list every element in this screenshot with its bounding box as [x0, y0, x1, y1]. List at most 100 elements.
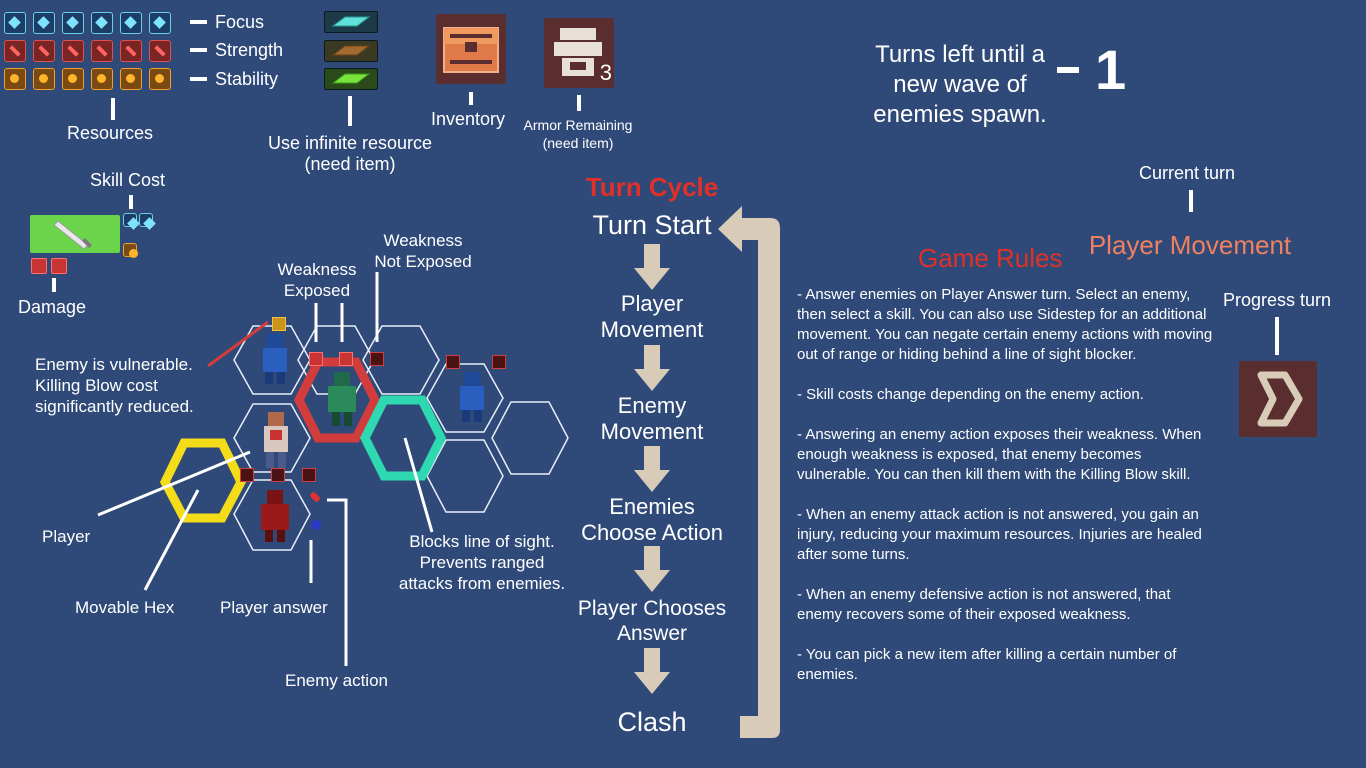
player-answer-label: Player answer	[220, 598, 328, 617]
cycle-step-clash: Clash	[617, 707, 687, 737]
armor-display: 3	[544, 18, 614, 88]
player-answer-icon[interactable]	[311, 520, 321, 530]
weakness-exposed-label-2: Exposed	[283, 281, 351, 300]
cycle-step-enemies-choose: Enemies Choose Action	[581, 494, 723, 545]
infinite-caption-2: (need item)	[304, 154, 396, 174]
blocks-label-1: Blocks line of sight.	[409, 532, 555, 551]
vulnerable-marker-icon	[272, 317, 286, 331]
cycle-step-player-movement: Player Movement	[600, 291, 704, 342]
strength-icon	[4, 40, 26, 62]
progress-turn-label: Progress turn	[1222, 290, 1332, 310]
hex-cell	[362, 325, 440, 395]
inventory-caption: Inventory	[431, 109, 506, 129]
blocks-label-3: attacks from enemies.	[398, 574, 566, 593]
weakness-hidden-icon	[446, 355, 460, 369]
stability-icon	[62, 68, 84, 90]
cycle-step-enemy-movement: Enemy Movement	[600, 393, 704, 444]
strength-icon	[120, 40, 142, 62]
down-arrow-icon	[634, 648, 670, 694]
focus-connector	[190, 20, 207, 24]
wave-text-1: Turns left until a	[875, 41, 1045, 68]
blocks-label-2: Prevents ranged	[419, 553, 545, 572]
strength-icon	[33, 40, 55, 62]
vulnerable-label-1: Enemy is vulnerable.	[35, 355, 193, 374]
infinite-strength-icon	[331, 45, 371, 56]
enemy-unit[interactable]	[255, 486, 295, 544]
infinite-strength-button[interactable]	[324, 40, 378, 62]
weakness-hidden-icon	[240, 468, 254, 482]
inventory-button[interactable]	[436, 14, 506, 84]
enemy-unit[interactable]	[452, 368, 492, 424]
focus-icon	[120, 12, 142, 34]
infinite-focus-button[interactable]	[324, 11, 378, 33]
weakness-hidden-icon	[271, 468, 285, 482]
weakness-hidden-icon	[370, 352, 384, 366]
player-label: Player	[42, 527, 91, 546]
rule-item: - Answer enemies on Player Answer turn. …	[797, 286, 1213, 363]
line-of-sight-blocker-hex	[359, 395, 447, 481]
enemy-unit[interactable]	[255, 330, 295, 386]
game-rules-text: - Answer enemies on Player Answer turn. …	[797, 285, 1217, 705]
progress-connector	[1275, 317, 1279, 355]
vulnerable-enemy-unit[interactable]	[322, 368, 362, 428]
strength-icon	[91, 40, 113, 62]
skill-card[interactable]	[30, 215, 120, 253]
infinite-connector	[348, 96, 352, 126]
armor-caption-1: Armor Remaining	[523, 117, 633, 133]
infinite-stability-icon	[331, 73, 371, 84]
wave-dash	[1057, 67, 1079, 73]
wave-count: 1	[1095, 38, 1127, 101]
damage-connector	[52, 278, 56, 292]
sword-icon	[53, 220, 92, 250]
weakness-hidden-icon	[492, 355, 506, 369]
infinite-stability-button[interactable]	[324, 68, 378, 90]
stability-label: Stability	[215, 69, 279, 89]
resources-caption: Resources	[67, 123, 154, 143]
stability-icon	[4, 68, 26, 90]
strength-connector	[190, 48, 207, 52]
infinite-focus-icon	[331, 16, 371, 27]
cost-focus-icon	[139, 213, 153, 227]
vulnerable-hex	[293, 357, 381, 443]
stability-connector	[190, 77, 207, 81]
strength-icon	[62, 40, 84, 62]
weakness-not-exposed-label-2: Not Exposed	[374, 252, 472, 271]
skill-cost-connector	[129, 195, 133, 209]
rule-item: - When an enemy defensive action is not …	[797, 586, 1171, 623]
focus-icon	[91, 12, 113, 34]
strength-label: Strength	[215, 40, 284, 60]
infinite-caption-1: Use infinite resource	[267, 133, 433, 153]
player-unit[interactable]	[256, 408, 296, 472]
vulnerable-label-3: significantly reduced.	[35, 397, 194, 416]
inventory-connector	[469, 92, 473, 105]
damage-icon	[51, 258, 67, 274]
weakness-hidden-icon	[302, 468, 316, 482]
stability-icon	[149, 68, 171, 90]
rule-item: - You can pick a new item after killing …	[797, 646, 1177, 683]
strength-icon	[149, 40, 171, 62]
rule-item: - When an enemy attack action is not ans…	[797, 506, 1202, 563]
down-arrow-icon	[634, 244, 670, 290]
chest-icon	[443, 27, 499, 73]
current-turn-label: Current turn	[1138, 163, 1236, 183]
weakness-not-exposed-label-1: Weakness	[383, 231, 463, 250]
rule-item: - Skill costs change depending on the en…	[797, 386, 1144, 403]
focus-icon	[33, 12, 55, 34]
focus-icon	[149, 12, 171, 34]
stability-icon	[33, 68, 55, 90]
skill-cost-label: Skill Cost	[90, 170, 166, 190]
hex-cell	[491, 401, 569, 475]
armor-connector	[577, 95, 581, 111]
cycle-step-turn-start: Turn Start	[592, 210, 712, 240]
progress-turn-button[interactable]	[1239, 361, 1317, 437]
focus-icon	[4, 12, 26, 34]
damage-icon	[31, 258, 47, 274]
cost-focus-icon	[123, 213, 137, 227]
wave-text-3: enemies spawn.	[873, 101, 1047, 128]
loop-back-arrow-icon	[718, 206, 780, 738]
resources-connector	[111, 98, 115, 120]
turn-cycle-title: Turn Cycle	[585, 172, 719, 202]
armor-icon	[554, 28, 602, 76]
down-arrow-icon	[634, 345, 670, 391]
hex-cell	[426, 363, 504, 433]
